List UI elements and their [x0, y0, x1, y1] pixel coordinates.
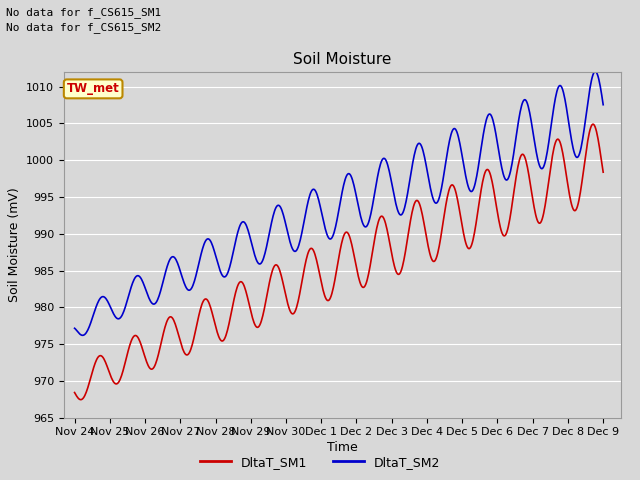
DltaT_SM1 — [81, 393, 89, 398]
Y-axis label: Soil Moisture (mV): Soil Moisture (mV) — [8, 187, 20, 302]
DltaT_SM1 — [71, 390, 79, 396]
Legend: DltaT_SM1, DltaT_SM2: DltaT_SM1, DltaT_SM2 — [195, 451, 445, 474]
Text: No data for f_CS615_SM1: No data for f_CS615_SM1 — [6, 7, 162, 18]
Text: No data for f_CS615_SM2: No data for f_CS615_SM2 — [6, 22, 162, 33]
DltaT_SM2 — [189, 282, 196, 288]
DltaT_SM1 — [136, 337, 143, 343]
Line: DltaT_SM2: DltaT_SM2 — [75, 72, 603, 336]
DltaT_SM1 — [189, 339, 196, 345]
Line: DltaT_SM1: DltaT_SM1 — [75, 124, 603, 400]
DltaT_SM2 — [591, 69, 599, 74]
DltaT_SM1 — [217, 337, 225, 343]
DltaT_SM1 — [589, 121, 596, 127]
DltaT_SM1 — [419, 216, 427, 221]
DltaT_SM1 — [404, 235, 412, 241]
DltaT_SM2 — [404, 191, 412, 196]
Text: TW_met: TW_met — [67, 83, 120, 96]
DltaT_SM2 — [599, 102, 607, 108]
X-axis label: Time: Time — [327, 442, 358, 455]
DltaT_SM1 — [599, 169, 607, 175]
DltaT_SM2 — [136, 274, 143, 279]
DltaT_SM2 — [217, 270, 225, 276]
DltaT_SM2 — [71, 325, 79, 331]
DltaT_SM2 — [419, 148, 427, 154]
DltaT_SM2 — [79, 333, 86, 338]
Title: Soil Moisture: Soil Moisture — [293, 52, 392, 67]
DltaT_SM2 — [81, 332, 89, 337]
DltaT_SM1 — [77, 397, 84, 403]
